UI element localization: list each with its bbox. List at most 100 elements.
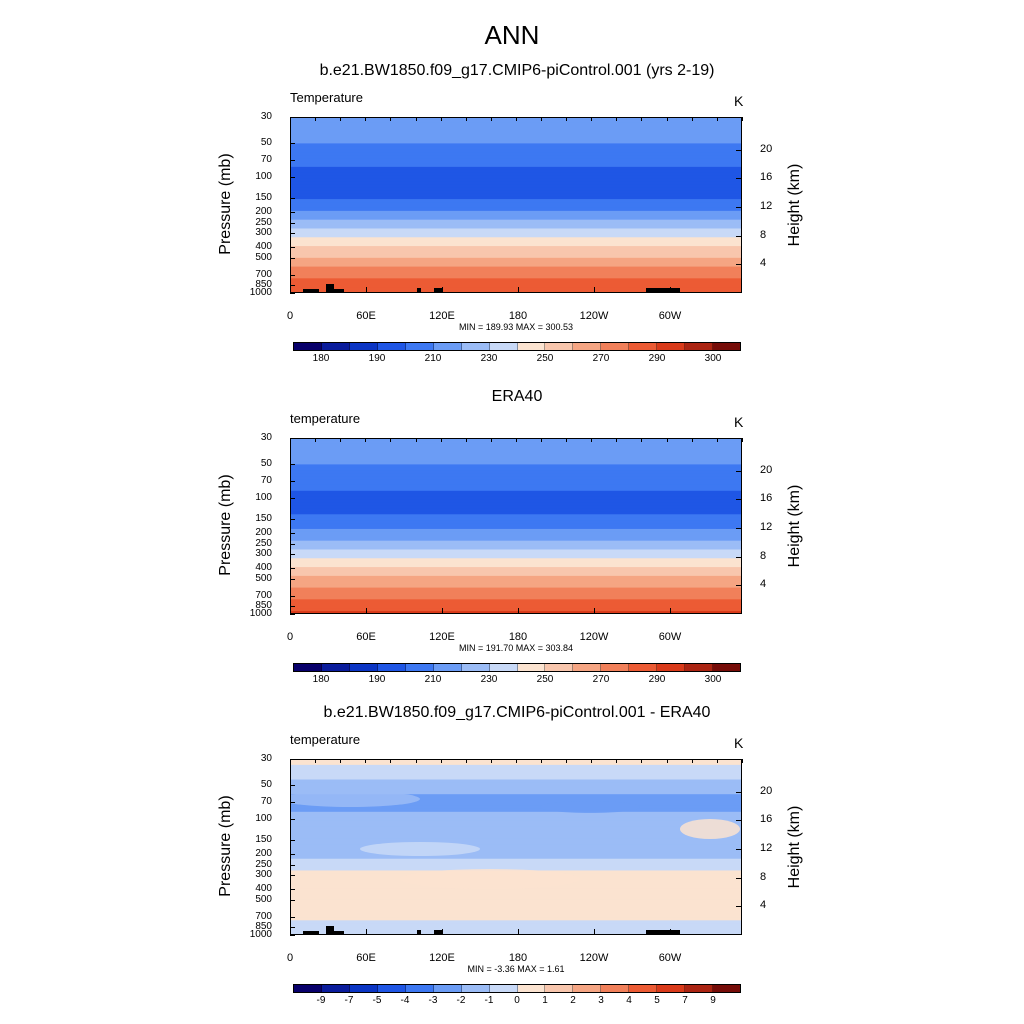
topography-mask [646, 288, 680, 293]
pressure-tick [290, 579, 295, 581]
longitude-tick [442, 287, 443, 293]
contour-svg [290, 117, 742, 293]
contour-band [290, 251, 742, 256]
colorbar-swatch [405, 664, 434, 671]
contour-band [290, 155, 742, 159]
longitude-tick [366, 287, 367, 293]
colorbar-swatch [405, 343, 434, 350]
contour-band [290, 484, 742, 489]
minor-tick [616, 759, 618, 763]
minor-tick [591, 117, 593, 121]
height-tick-label: 20 [760, 142, 773, 155]
contour-band [290, 814, 742, 819]
minor-tick [290, 759, 291, 763]
colorbar-label: -4 [400, 995, 410, 1006]
pressure-tick [290, 197, 295, 199]
contour-band [290, 213, 742, 218]
height-tick-label: 4 [760, 899, 767, 912]
pressure-tick-label: 500 [255, 894, 272, 906]
colorbar-swatch [349, 985, 378, 992]
contour-band [290, 602, 742, 606]
height-tick [736, 235, 742, 237]
longitude-tick [670, 608, 671, 614]
contour-band [290, 146, 742, 150]
pressure-tick [290, 801, 295, 803]
pressure-tick [290, 568, 295, 569]
contour-band [290, 152, 742, 156]
longitude-tick [670, 929, 671, 935]
panel-title: ERA40 [491, 388, 543, 405]
colorbar-label: 300 [704, 353, 722, 364]
contour-band [290, 490, 742, 495]
pressure-tick-label: 150 [255, 833, 272, 845]
contour-band [290, 761, 742, 766]
colorbar-label: 0 [514, 995, 520, 1006]
contour-band [290, 473, 742, 477]
contour-band [290, 143, 742, 147]
colorbar-swatch [377, 985, 406, 992]
longitude-tick [594, 929, 595, 935]
contour-band [290, 508, 742, 512]
minor-tick [365, 117, 367, 121]
colorbar-swatch [629, 343, 658, 350]
colorbar-swatch [433, 664, 462, 671]
contour-band [290, 564, 742, 568]
pressure-tick [290, 293, 295, 294]
pressure-tick-label: 1000 [249, 929, 272, 940]
contour-band [290, 140, 742, 144]
colorbar-label: 190 [368, 674, 386, 685]
longitude-tick-label: 120W [579, 952, 609, 964]
colorbar-label: 230 [480, 353, 498, 364]
minor-tick [641, 759, 643, 763]
pressure-tick-label: 250 [255, 217, 272, 229]
colorbar-swatch [629, 664, 658, 671]
pressure-tick-label: 700 [255, 911, 272, 923]
minor-tick [616, 117, 618, 121]
contour-band [290, 852, 742, 857]
units-label: K [734, 93, 744, 109]
colorbar-label: 290 [648, 353, 666, 364]
contour-band [290, 779, 742, 784]
pressure-tick [290, 223, 295, 225]
colorbar-swatch [349, 343, 378, 350]
contour-band [290, 169, 742, 174]
contour-svg [290, 438, 742, 614]
contour-band [290, 905, 742, 910]
minor-tick [340, 759, 342, 763]
colorbar-label: 270 [592, 353, 610, 364]
minor-tick [515, 759, 517, 763]
colorbar-swatch [517, 343, 546, 350]
pressure-tick [290, 917, 295, 919]
longitude-tick [366, 608, 367, 614]
height-tick [736, 877, 742, 879]
height-tick [736, 499, 742, 501]
contour-band [290, 534, 742, 539]
contour-band [290, 449, 742, 454]
pressure-tick-label: 30 [260, 432, 272, 443]
colorbar-swatch [657, 664, 686, 671]
contour-band [290, 552, 742, 556]
pressure-tick [290, 889, 295, 890]
minor-tick [541, 759, 542, 763]
contour-band [290, 608, 742, 612]
min-max-label: MIN = 189.93 MAX = 300.53 [458, 322, 574, 332]
height-tick-label: 16 [760, 171, 773, 184]
contour-band [290, 817, 742, 822]
contour-band [290, 476, 742, 480]
pressure-tick [290, 926, 295, 928]
longitude-tick-label: 60W [658, 952, 682, 964]
contour-band [290, 584, 742, 589]
longitude-tick [518, 929, 519, 935]
min-max-label: MIN = -3.36 MAX = 1.61 [467, 964, 565, 974]
pressure-tick [290, 596, 295, 598]
contour-band [290, 499, 742, 504]
height-tick-label: 8 [760, 549, 767, 562]
pressure-tick-label: 500 [255, 252, 272, 264]
height-tick-label: 16 [760, 813, 773, 826]
height-tick [736, 791, 742, 793]
longitude-tick-label: 180 [508, 631, 528, 643]
height-tick [736, 848, 742, 850]
colorbar-swatch [629, 985, 658, 992]
pressure-tick [290, 553, 295, 555]
topography-mask [434, 288, 442, 293]
